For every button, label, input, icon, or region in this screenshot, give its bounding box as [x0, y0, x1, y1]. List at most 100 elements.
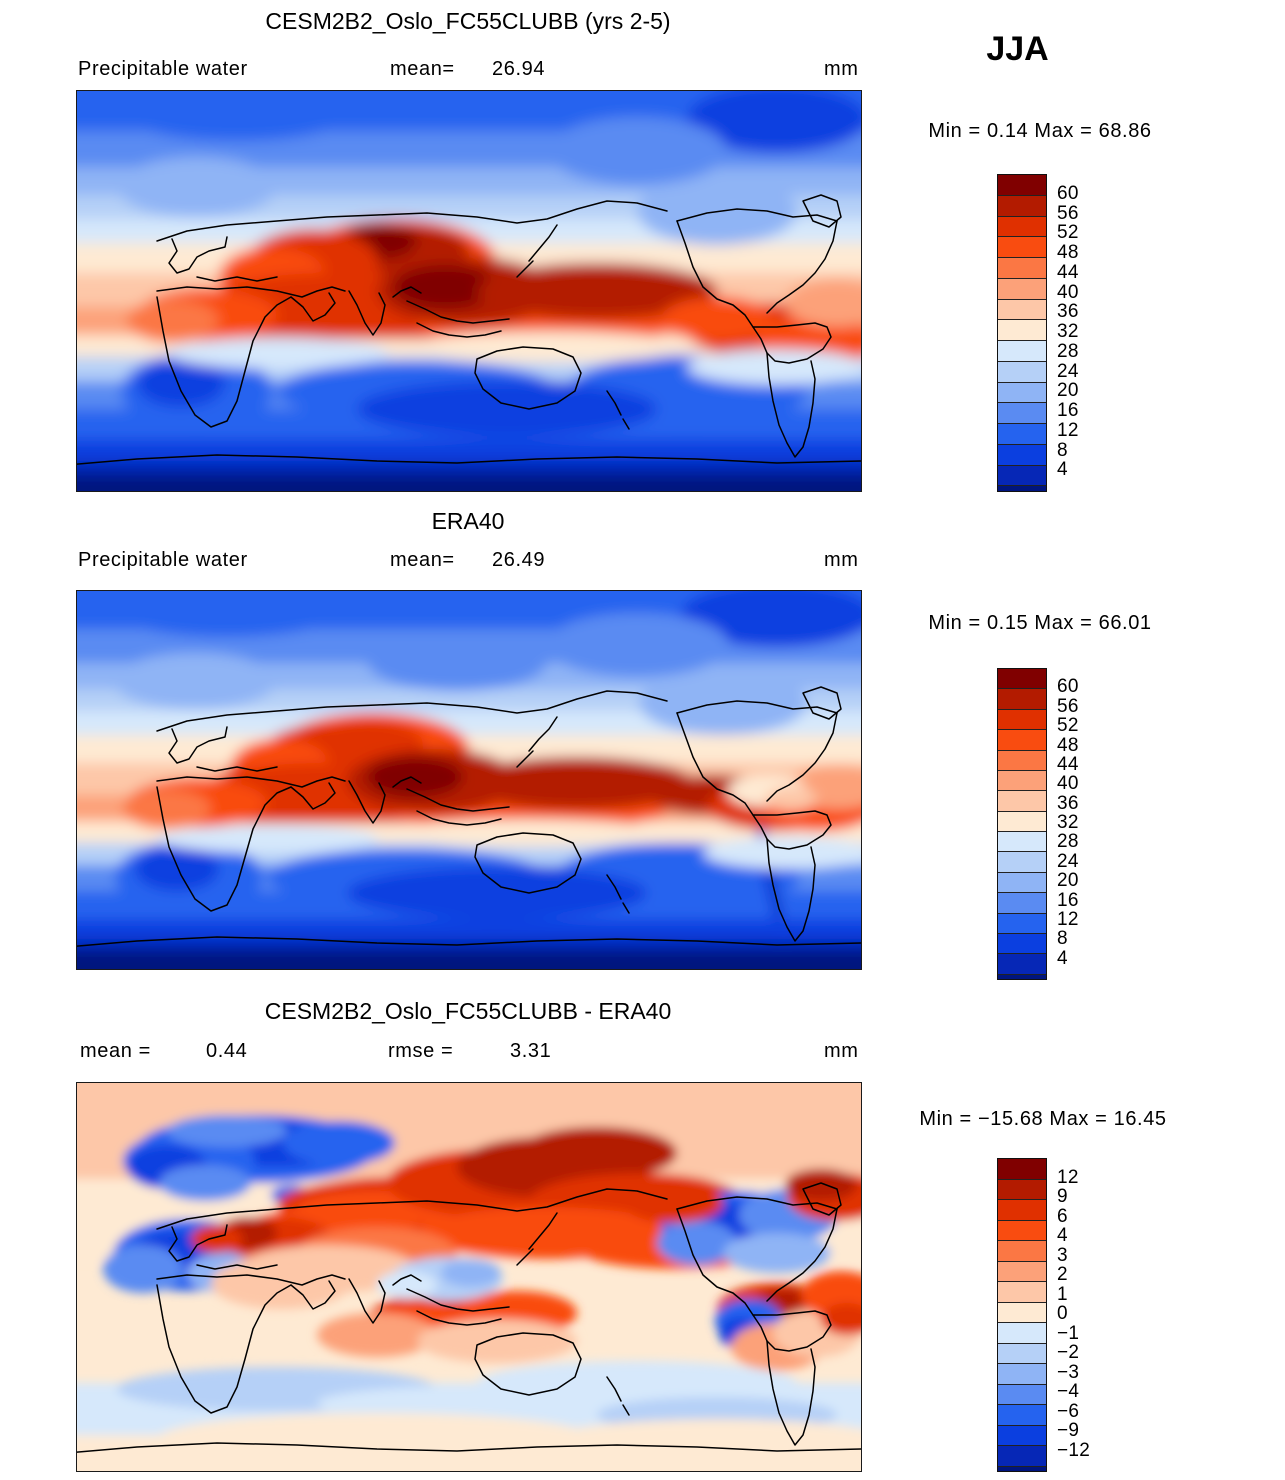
panel-title-obs: ERA40 — [431, 508, 505, 534]
units-label-model: mm — [824, 58, 859, 80]
colorbar-tick-label: 36 — [1057, 301, 1079, 323]
colorbar-obs — [997, 668, 1047, 980]
colorbar-band — [998, 1342, 1046, 1363]
colorbar-band — [998, 1159, 1046, 1179]
colorbar-band — [998, 423, 1046, 444]
colorbar-band — [998, 1383, 1046, 1404]
colorbar-band — [998, 1199, 1046, 1220]
map-obs[interactable] — [76, 590, 862, 970]
colorbar-band — [998, 810, 1046, 831]
colorbar-band — [998, 1322, 1046, 1343]
colorbar-tick-label: 48 — [1057, 734, 1079, 756]
season-label: JJA — [986, 30, 1049, 68]
mean-label-model: mean= — [390, 58, 455, 80]
colorbar-tick-label: 60 — [1057, 182, 1079, 204]
colorbar-tick-label: 52 — [1057, 222, 1079, 244]
colorbar-tick-label: 28 — [1057, 340, 1079, 362]
colorbar-tick-label: 20 — [1057, 870, 1079, 892]
colorbar-band — [998, 194, 1046, 216]
colorbar-band — [998, 236, 1046, 257]
minmax-obs: Min = 0.15 Max = 66.01 — [928, 612, 1152, 634]
colorbar-tick-label: 8 — [1057, 928, 1068, 950]
rmse-value-diff: 3.31 — [510, 1040, 552, 1062]
colorbar-band — [998, 1363, 1046, 1384]
colorbar-tick-label: 40 — [1057, 281, 1079, 303]
colorbar-band — [998, 669, 1046, 689]
units-label-diff: mm — [824, 1040, 859, 1062]
colorbar-band — [998, 1424, 1046, 1445]
colorbar-tick-label: −4 — [1057, 1381, 1080, 1402]
colorbar-tick-label: 3 — [1057, 1244, 1068, 1266]
colorbar-tick-label: −6 — [1057, 1400, 1080, 1422]
colorbar-band — [998, 790, 1046, 811]
colorbar-tick-label: 0 — [1057, 1303, 1068, 1324]
colorbar-diff — [997, 1158, 1047, 1472]
rmse-label-diff: rmse = — [388, 1040, 454, 1062]
colorbar-tick-label: 20 — [1057, 380, 1079, 402]
colorbar-band — [998, 1178, 1046, 1199]
minmax-model: Min = 0.14 Max = 68.86 — [928, 120, 1152, 142]
mean-value-obs: 26.49 — [492, 549, 546, 571]
colorbar-tick-label: −1 — [1057, 1322, 1080, 1344]
colorbar-tick-label: 24 — [1057, 360, 1079, 382]
colorbar-band — [998, 932, 1046, 954]
colorbar-band — [998, 769, 1046, 791]
colorbar-tick-label: 24 — [1057, 850, 1079, 872]
colorbar-tick-label: 8 — [1057, 439, 1068, 461]
colorbar-tick-label: 4 — [1057, 947, 1068, 969]
colorbar-tick-label: 48 — [1057, 242, 1079, 263]
colorbar-band — [998, 277, 1046, 299]
colorbar-band — [998, 688, 1046, 709]
colorbar-band — [998, 360, 1046, 382]
colorbar-tick-label: −3 — [1057, 1361, 1080, 1383]
colorbar-tick-label: 32 — [1057, 321, 1079, 342]
colorbar-tick-label: 1 — [1057, 1283, 1068, 1305]
colorbar-tick-label: −9 — [1057, 1420, 1080, 1441]
colorbar-tick-label: 16 — [1057, 400, 1079, 421]
colorbar-band — [998, 953, 1046, 974]
map-model[interactable] — [76, 90, 862, 492]
colorbar-band — [998, 912, 1046, 933]
colorbar-band — [998, 464, 1046, 486]
colorbar-tick-label: 56 — [1057, 202, 1079, 224]
colorbar-band — [998, 1281, 1046, 1302]
colorbar-band — [998, 257, 1046, 278]
colorbar-band — [998, 749, 1046, 770]
mean-value-diff: 0.44 — [206, 1040, 248, 1062]
colorbar-band — [998, 340, 1046, 361]
colorbar-tick-label: 40 — [1057, 773, 1079, 795]
colorbar-tick-label: 44 — [1057, 261, 1079, 283]
colorbar-tick-label: 36 — [1057, 792, 1079, 814]
panel-title-model: CESM2B2_Oslo_FC55CLUBB (yrs 2-5) — [265, 8, 671, 34]
colorbar-band — [998, 871, 1046, 893]
colorbar-tick-label: 60 — [1057, 676, 1079, 698]
colorbar-tick-label: 4 — [1057, 459, 1068, 481]
colorbar-band — [998, 1404, 1046, 1425]
variable-label-model: Precipitable water — [78, 58, 248, 80]
colorbar-band — [998, 175, 1046, 195]
colorbar-band — [998, 1465, 1046, 1471]
colorbar-tick-label: 16 — [1057, 889, 1079, 911]
colorbar-band — [998, 319, 1046, 340]
mean-label-obs: mean= — [390, 549, 455, 571]
colorbar-tick-label: 28 — [1057, 831, 1079, 853]
colorbar-tick-label: 2 — [1057, 1264, 1068, 1285]
map-diff[interactable] — [76, 1082, 862, 1472]
colorbar-tick-label: 12 — [1057, 419, 1079, 441]
colorbar-band — [998, 402, 1046, 423]
colorbar-band — [998, 485, 1046, 491]
colorbar-band — [998, 443, 1046, 465]
minmax-diff: Min = −15.68 Max = 16.45 — [919, 1108, 1167, 1130]
colorbar-tick-label: 9 — [1057, 1186, 1068, 1207]
colorbar-band — [998, 973, 1046, 979]
colorbar-tick-label: 44 — [1057, 753, 1079, 775]
colorbar-band — [998, 215, 1046, 237]
units-label-obs: mm — [824, 549, 859, 571]
colorbar-tick-label: 32 — [1057, 812, 1079, 833]
colorbar-tick-label: 56 — [1057, 695, 1079, 717]
colorbar-tick-label: 4 — [1057, 1225, 1068, 1246]
colorbar-band — [998, 729, 1046, 750]
mean-value-model: 26.94 — [492, 58, 546, 80]
colorbar-tick-label: 52 — [1057, 715, 1079, 737]
colorbar-tick-label: 12 — [1057, 908, 1079, 930]
